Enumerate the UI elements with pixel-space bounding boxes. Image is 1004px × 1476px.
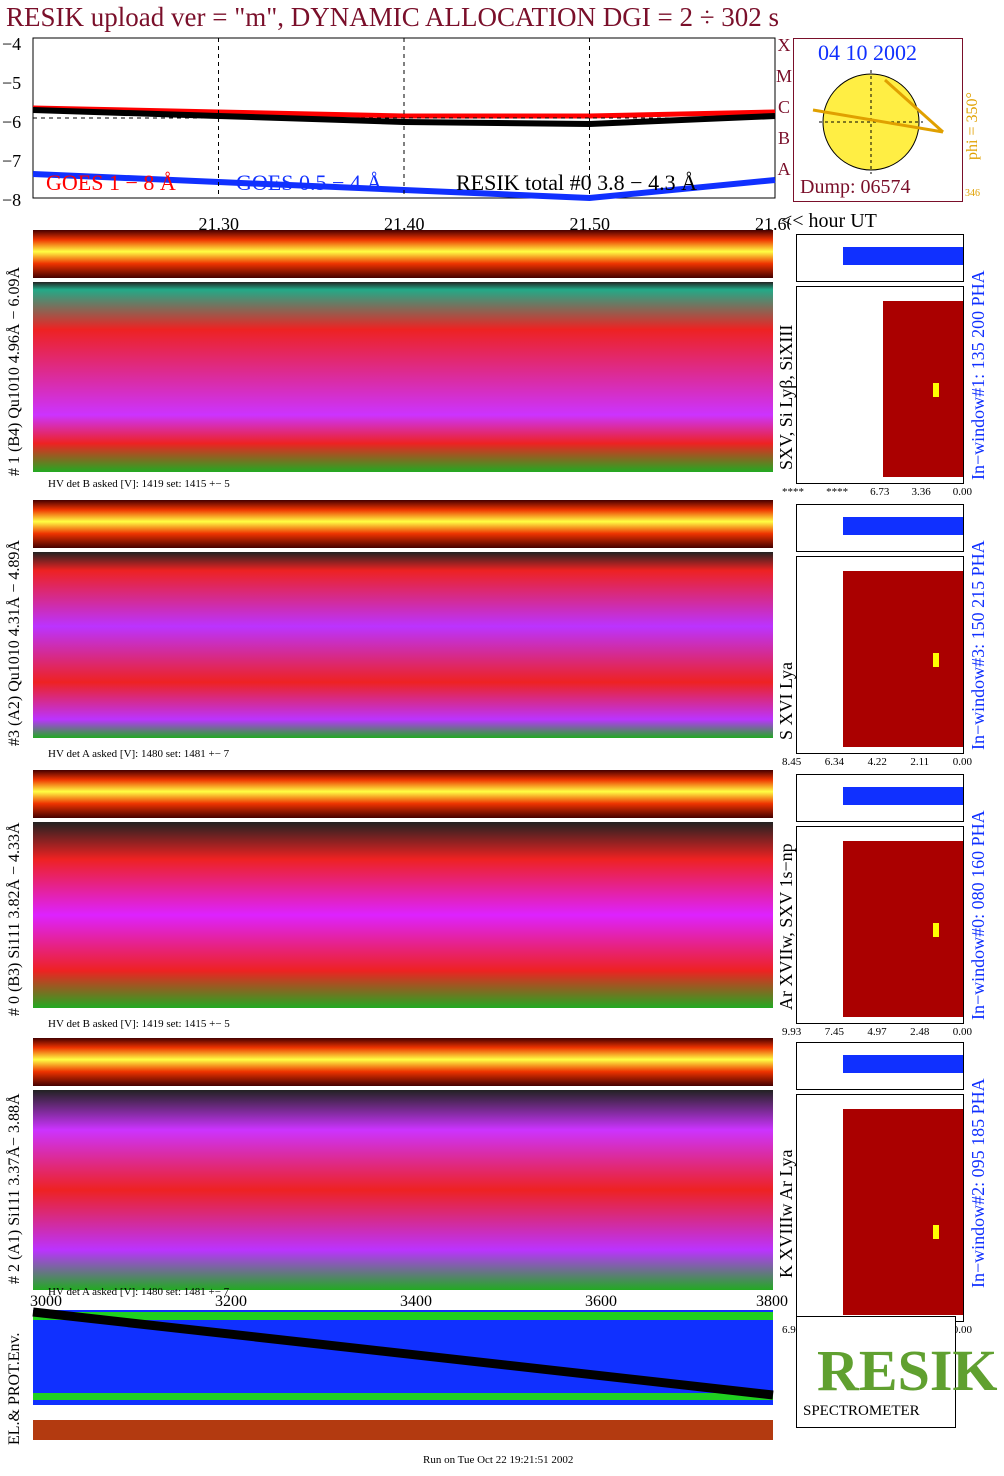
spectrogram-top xyxy=(33,770,773,818)
ytick-label: −7 xyxy=(2,151,21,171)
flare-class: X xyxy=(777,35,791,55)
detector-label: #3 (A2) Qu1010 4.31Å − 4.89Å xyxy=(6,540,23,746)
hist-tick: 0.00 xyxy=(952,1026,972,1038)
spectrogram-main xyxy=(33,552,773,738)
ytick-label: −8 xyxy=(2,190,21,210)
hv-label: HV det B asked [V]: 1419 set: 1415 +− 5 xyxy=(48,1018,230,1030)
flare-class: M xyxy=(776,66,793,86)
hist-tick: 2.48 xyxy=(910,1026,930,1038)
legend-resik: RESIK total #0 3.8 − 4.3 Å xyxy=(456,170,697,195)
hv-label: HV det A asked [V]: 1480 set: 1481 +− 7 xyxy=(48,1286,230,1298)
page-title: RESIK upload ver = "m", DYNAMIC ALLOCATI… xyxy=(6,2,780,32)
ytick-label: −4 xyxy=(2,36,21,54)
hv-label: HV det B asked [V]: 1419 set: 1415 +− 5 xyxy=(48,478,230,490)
hist-tick: 3.36 xyxy=(911,486,931,498)
hist-tick: 6.34 xyxy=(824,756,845,768)
hist-ticks: **** **** 6.73 3.36 0.00 xyxy=(782,486,972,498)
hist-tick: 9.93 xyxy=(782,1026,802,1038)
window-label: In−window#3: 150 215 PHA xyxy=(968,540,988,750)
logo-letters: RESIK xyxy=(817,1338,998,1403)
spectrogram-top xyxy=(33,230,773,278)
goes-plot: −4 −5 −6 −7 −8 21.30 21.40 21.50 21.60 xyxy=(2,36,790,234)
phi-min: 346 xyxy=(965,188,980,199)
xunit: << hour UT xyxy=(781,210,877,232)
ytick-label: −6 xyxy=(2,112,21,132)
lines-label: K XVIIIw Ar Lya xyxy=(776,1149,796,1278)
detector-label: # 2 (A1) Si111 3.37Å− 3.88Å xyxy=(6,1093,23,1285)
hist-main xyxy=(796,286,964,484)
xtick-label: 21.40 xyxy=(384,214,425,234)
hist-tick: **** xyxy=(782,486,804,498)
date: 04 10 2002 xyxy=(818,40,917,65)
flare-class: A xyxy=(777,159,791,179)
flare-class: B xyxy=(777,128,790,148)
hist-top xyxy=(796,774,964,822)
hist-tick: 0.00 xyxy=(952,486,972,498)
sun-icon xyxy=(812,70,945,174)
hist-tick: 0.00 xyxy=(952,756,972,768)
xtick-label: 21.30 xyxy=(199,214,240,234)
xtick-label: 21.50 xyxy=(570,214,611,234)
series-line xyxy=(32,105,776,119)
lines-label: S XVI Lya xyxy=(776,662,796,740)
window-label: In−window#2: 095 185 PHA xyxy=(968,1078,988,1288)
env-plot: 3000 3200 3400 3600 3800 xyxy=(30,1293,788,1440)
hist-main xyxy=(796,826,964,1024)
hist-main xyxy=(796,1094,964,1322)
ytick-label: −5 xyxy=(2,73,21,93)
hist-tick: 7.45 xyxy=(824,1026,844,1038)
flare-class: C xyxy=(777,97,790,117)
detector-label: # 0 (B3) Si111 3.82Å − 4.33Å xyxy=(6,822,23,1016)
legend-goes2: GOES 0.5 − 4 Å xyxy=(236,170,383,195)
window-label: In−window#1: 135 200 PHA xyxy=(968,270,988,480)
hist-ticks: 8.45 6.34 4.22 2.11 0.00 xyxy=(782,756,972,768)
spectrogram-main xyxy=(33,822,773,1008)
hist-top xyxy=(796,1042,964,1090)
env-xtick: 3000 xyxy=(30,1293,62,1310)
hist-ticks: 9.93 7.45 4.97 2.48 0.00 xyxy=(782,1026,972,1038)
hist-top xyxy=(796,504,964,552)
spectrogram-main xyxy=(33,282,773,472)
window-label: In−window#0: 080 160 PHA xyxy=(968,810,988,1020)
xtick-label: 21.60 xyxy=(755,214,790,234)
env-xtick: 3600 xyxy=(585,1293,617,1310)
hv-label: HV det A asked [V]: 1480 set: 1481 +− 7 xyxy=(48,748,230,760)
legend-goes1: GOES 1 − 8 Å xyxy=(46,170,176,195)
env-xtick: 3800 xyxy=(756,1293,788,1310)
spectrogram-top xyxy=(33,1038,773,1086)
hist-tick: 6.73 xyxy=(870,486,890,498)
logo-text: SPECTROMETER xyxy=(803,1403,920,1419)
phi-label: phi = 350° xyxy=(964,92,981,160)
hist-tick: 2.11 xyxy=(910,756,930,768)
hist-top xyxy=(796,234,964,282)
dump: Dump: 06574 xyxy=(800,176,911,198)
footer: Run on Tue Oct 22 19:21:51 2002 xyxy=(423,1454,574,1466)
spectrogram-main xyxy=(33,1090,773,1290)
env-xtick: 3200 xyxy=(215,1293,247,1310)
env-xtick: 3400 xyxy=(400,1293,432,1310)
hist-tick: 4.97 xyxy=(867,1026,887,1038)
detector-label: # 1 (B4) Qu1010 4.96Å − 6.09Å xyxy=(6,266,23,476)
hist-tick: **** xyxy=(826,486,849,498)
resik-logo: RESIK SPECTROMETER xyxy=(796,1316,998,1428)
hist-tick: 8.45 xyxy=(782,756,802,768)
env-label: EL.& PROT.Env. xyxy=(6,1332,23,1445)
hist-tick: 4.22 xyxy=(867,756,887,768)
lines-label: Ar XVIIw, SXV 1s−np xyxy=(776,843,796,1010)
spectrogram-top xyxy=(33,500,773,548)
hist-main xyxy=(796,556,964,754)
lines-label: SXV, Si Lyβ, SiXIII xyxy=(776,324,796,470)
hist-tick: 0.00 xyxy=(952,1324,972,1336)
